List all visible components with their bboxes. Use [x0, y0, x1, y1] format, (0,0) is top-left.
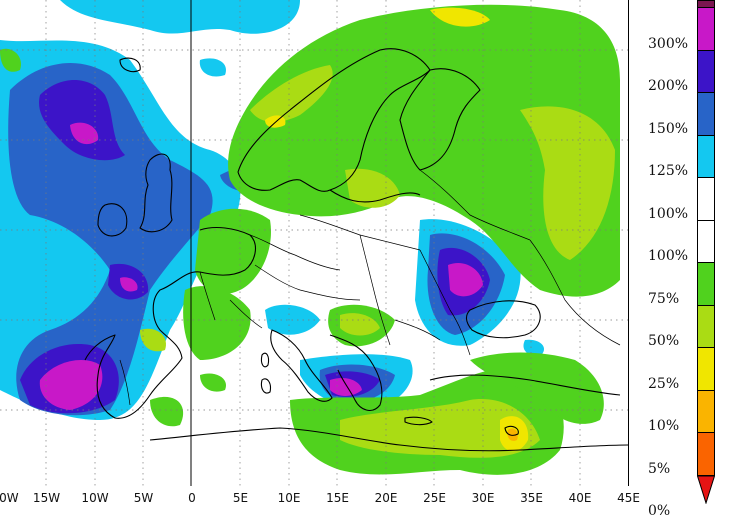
legend-level-label: 50% — [648, 333, 680, 349]
field-75-africa — [150, 396, 184, 427]
legend-level-label: 10% — [648, 418, 680, 434]
legend-swatch — [697, 305, 715, 348]
map-canvas — [0, 0, 628, 486]
legend-level-label: 5% — [648, 460, 671, 477]
field-75-med-west — [200, 373, 226, 392]
legend-swatch — [697, 50, 715, 93]
longitude-tick-label: 25E — [423, 491, 446, 505]
field-125-north — [60, 0, 300, 34]
legend-colorbar — [697, 0, 715, 504]
longitude-tick-label: 0 — [188, 491, 196, 505]
legend-swatch — [697, 433, 715, 476]
field-75-turkey — [470, 352, 604, 424]
field-50-russia — [520, 106, 615, 260]
field-50-spain — [140, 328, 166, 352]
field-50-norway — [250, 65, 333, 122]
field-300-atlantic — [70, 122, 99, 145]
legend-bottom-arrow — [697, 475, 715, 504]
legend-level-label: 150% — [648, 120, 689, 137]
field-125-small-1 — [199, 58, 226, 77]
longitude-tick-label: 10W — [81, 491, 109, 505]
longitude-tick-label: 10E — [277, 491, 301, 505]
longitude-tick-label: 45E — [617, 491, 640, 505]
field-300-iberia — [39, 360, 103, 410]
longitude-tick-label: 5W — [133, 491, 154, 505]
longitude-tick-label: 5E — [232, 491, 249, 505]
legend-level-label: 0% — [648, 503, 671, 519]
longitude-tick-label: 30E — [471, 491, 495, 505]
legend-level-label: 25% — [648, 375, 680, 392]
field-75-lowlands — [195, 208, 271, 294]
anomaly-fields — [0, 0, 620, 475]
legend-swatch — [697, 263, 715, 306]
legend-level-label: 200% — [648, 78, 689, 94]
field-10-cyprus — [507, 428, 518, 441]
field-50-balkans — [340, 313, 380, 336]
legend-level-label: 125% — [648, 163, 689, 179]
field-300-biscay — [120, 277, 138, 292]
legend-swatch — [697, 220, 715, 263]
legend-swatch — [697, 8, 715, 51]
longitude-tick-label: 40E — [568, 491, 592, 505]
legend-level-label: 100% — [648, 248, 689, 264]
legend-swatch — [697, 93, 715, 136]
legend-swatch — [697, 135, 715, 178]
longitude-tick-label: 35E — [520, 491, 543, 505]
legend-level-label: 75% — [648, 290, 680, 307]
legend-level-label: 100% — [648, 205, 689, 222]
longitude-tick-label: 20W — [0, 491, 19, 505]
field-25-north — [430, 7, 490, 27]
field-125-small-2 — [523, 339, 545, 357]
legend-swatch — [697, 178, 715, 221]
field-75-france — [183, 286, 251, 360]
political-borders — [119, 169, 621, 406]
longitude-tick-label: 15E — [326, 491, 349, 505]
legend-swatch — [697, 348, 715, 391]
field-150-atlantic — [8, 63, 213, 416]
field-300-romania — [448, 262, 483, 297]
field-300-greece — [330, 378, 362, 396]
precipitation-anomaly-map — [0, 0, 629, 486]
legend-swatch — [697, 0, 715, 8]
legend-level-label: 300% — [648, 35, 689, 52]
longitude-tick-label: 15W — [32, 491, 61, 505]
field-75-greenland — [0, 48, 21, 72]
longitude-tick-label: 20E — [374, 491, 398, 505]
coastlines — [84, 48, 628, 452]
legend-swatch — [697, 390, 715, 433]
